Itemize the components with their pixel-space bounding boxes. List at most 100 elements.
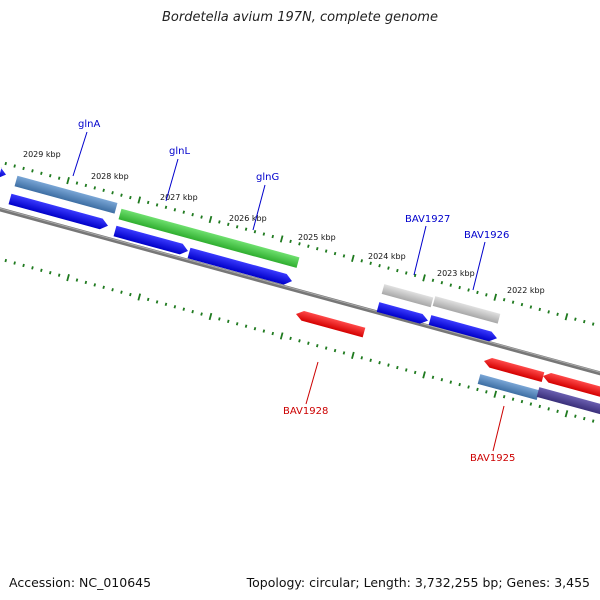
gene-label-glnG: glnG xyxy=(256,172,279,183)
leader-glnL xyxy=(165,158,179,202)
lower-track-tick xyxy=(583,416,586,421)
upper-track-tick xyxy=(4,161,8,166)
lower-track-tick xyxy=(324,346,328,350)
tick-tracks xyxy=(4,161,595,423)
upper-track-tick xyxy=(387,266,390,270)
lower-track-tick xyxy=(369,358,372,362)
upper-track-tick xyxy=(574,317,577,321)
lower-track-tick xyxy=(218,317,221,321)
upper-track-tick xyxy=(120,193,123,197)
lower-track-tick xyxy=(191,309,194,314)
lower-track-tick xyxy=(129,292,132,297)
upper-track-tick xyxy=(316,246,319,251)
upper-track-tick xyxy=(307,244,310,248)
upper-track-tick xyxy=(467,288,470,292)
upper-track-tick xyxy=(218,220,221,224)
lower-track-tick xyxy=(485,390,488,394)
lower-track-tick xyxy=(200,312,203,316)
gene-labels: glnA glnL glnG BAV1927 BAV1926 BAV1928 B… xyxy=(78,119,515,464)
upper-track-tick xyxy=(227,222,230,227)
lower-track-tick xyxy=(449,380,453,384)
gene-label-BAV1925: BAV1925 xyxy=(470,453,515,464)
lower-track-tick xyxy=(4,258,8,263)
lower-track-tick xyxy=(173,305,177,309)
lower-track-tick xyxy=(31,266,34,270)
lower-track-tick xyxy=(208,312,213,321)
upper-track-tick xyxy=(556,312,559,316)
upper-track-tick xyxy=(57,176,61,180)
upper-track-tick xyxy=(422,274,426,282)
lower-track-tick xyxy=(511,397,515,401)
upper-track-tick xyxy=(405,271,408,275)
upper-track-tick xyxy=(200,215,203,219)
lower-track-tick xyxy=(458,382,461,387)
upper-track-tick xyxy=(129,195,132,200)
upper-track-tick xyxy=(244,227,248,231)
kbp-label-2026: 2026 kbp xyxy=(229,214,267,223)
lower-track-tick xyxy=(137,293,142,301)
lower-track-tick xyxy=(396,365,399,370)
gene-purple-edge xyxy=(536,387,600,415)
lower-track-tick xyxy=(13,261,16,265)
feature-layer xyxy=(0,167,600,415)
upper-track-tick xyxy=(476,290,479,295)
upper-track-tick xyxy=(538,307,542,312)
cds-BAV1927 xyxy=(376,302,429,324)
lower-track-tick xyxy=(66,273,70,282)
gene-label-BAV1928: BAV1928 xyxy=(283,406,328,417)
upper-track-tick xyxy=(458,285,461,290)
lower-track-tick xyxy=(262,329,266,333)
lower-track-tick xyxy=(387,363,390,367)
upper-track-tick xyxy=(591,322,595,326)
kbp-label-2029: 2029 kbp xyxy=(23,150,61,159)
upper-track-tick xyxy=(13,164,16,168)
upper-track-tick xyxy=(529,305,533,309)
gene-label-glnA: glnA xyxy=(78,119,100,130)
lower-track-tick xyxy=(75,278,79,282)
lower-track-tick xyxy=(253,326,257,331)
lower-track-tick xyxy=(289,336,292,341)
upper-track-tick xyxy=(93,186,97,190)
leader-BAV1928 xyxy=(305,361,319,405)
upper-track-tick xyxy=(66,176,70,185)
lower-track-tick xyxy=(316,343,319,348)
upper-track-tick xyxy=(155,203,159,207)
lower-track-tick xyxy=(40,268,43,272)
lower-track-tick xyxy=(547,407,550,411)
lower-track-tick xyxy=(351,351,355,360)
kbp-label-2028: 2028 kbp xyxy=(91,172,129,181)
genome-backbone-highlight xyxy=(0,207,600,373)
lower-track-tick xyxy=(564,410,569,418)
lower-track-tick xyxy=(405,368,408,372)
lower-track-tick xyxy=(342,351,346,355)
upper-track-tick xyxy=(40,171,43,175)
lower-track-tick xyxy=(271,331,275,336)
lower-track-tick xyxy=(520,399,524,404)
upper-track-tick xyxy=(164,205,168,210)
upper-track-tick xyxy=(324,249,328,253)
upper-track-tick xyxy=(253,229,257,234)
upper-track-tick xyxy=(182,210,186,214)
cds-glnA xyxy=(8,193,109,230)
lower-track-tick xyxy=(102,285,105,290)
upper-track-tick xyxy=(511,300,515,304)
leader-glnA xyxy=(72,131,88,177)
lower-track-tick xyxy=(333,348,337,353)
genome-backbone xyxy=(0,207,600,376)
gene-label-glnL: glnL xyxy=(169,146,190,157)
lower-track-tick xyxy=(440,378,444,382)
upper-track-tick xyxy=(137,196,142,204)
upper-track-tick xyxy=(520,302,524,307)
upper-track-tick xyxy=(75,181,79,185)
lower-track-tick xyxy=(235,322,239,326)
upper-track-tick xyxy=(235,225,239,229)
gene-BAV1926 xyxy=(432,296,501,324)
lower-track-tick xyxy=(146,297,150,302)
gene-label-BAV1926: BAV1926 xyxy=(464,230,509,241)
upper-track-tick xyxy=(49,174,52,178)
upper-track-tick xyxy=(564,313,569,321)
upper-track-tick xyxy=(351,254,355,263)
upper-track-tick xyxy=(583,319,586,324)
